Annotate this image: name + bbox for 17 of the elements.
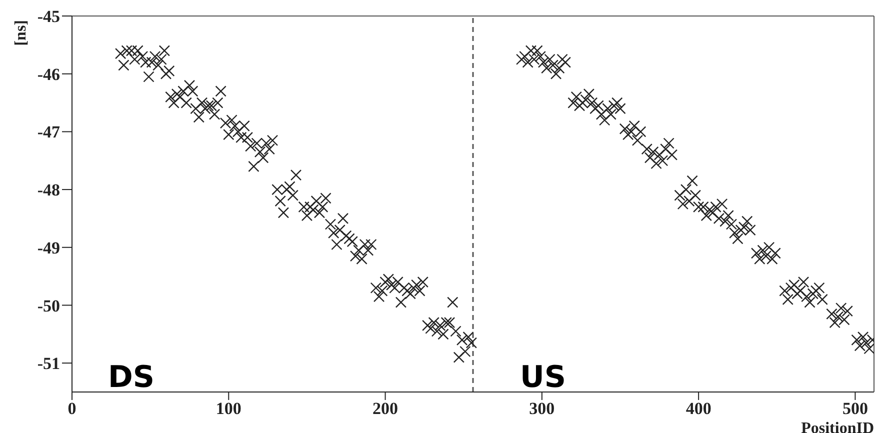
y-tick-label: -47	[37, 122, 60, 142]
x-axis-title: PositionID	[801, 420, 874, 433]
x-tick-label: 500	[842, 399, 868, 418]
y-tick-label: -48	[37, 180, 60, 200]
annotation: US	[520, 360, 566, 395]
y-axis-title: [ns]	[12, 20, 30, 46]
x-tick-label: 200	[372, 399, 398, 418]
y-tick-label: -50	[37, 296, 60, 316]
y-tick-label: -49	[37, 238, 60, 258]
x-tick-label: 100	[216, 399, 242, 418]
annotation: DS	[108, 360, 155, 395]
y-tick-label: -51	[37, 354, 60, 374]
x-tick-label: 300	[529, 399, 555, 418]
y-tick-label: -45	[37, 7, 60, 26]
x-tick-label: 0	[68, 399, 76, 418]
x-tick-label: 400	[686, 399, 712, 418]
y-tick-label: -46	[37, 64, 60, 84]
